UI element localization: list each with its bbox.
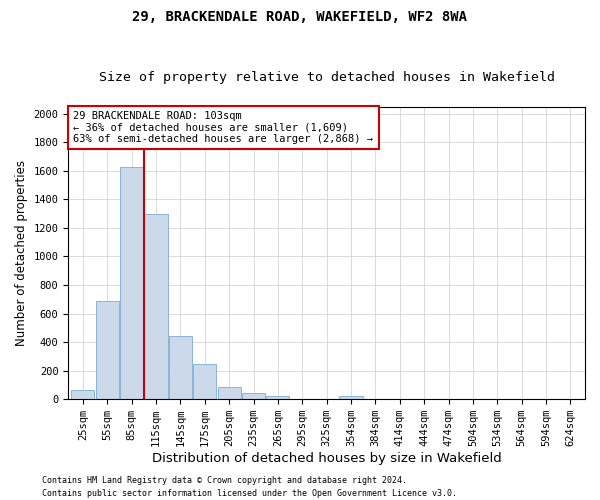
Bar	[120, 167, 143, 399]
Text: 29, BRACKENDALE ROAD, WAKEFIELD, WF2 8WA: 29, BRACKENDALE ROAD, WAKEFIELD, WF2 8WA	[133, 10, 467, 24]
Bar	[340, 396, 362, 399]
Bar	[95, 300, 119, 399]
Bar	[266, 396, 289, 399]
Bar	[242, 393, 265, 399]
Bar	[169, 336, 192, 399]
Y-axis label: Number of detached properties: Number of detached properties	[15, 160, 28, 346]
Bar	[145, 214, 167, 399]
X-axis label: Distribution of detached houses by size in Wakefield: Distribution of detached houses by size …	[152, 452, 502, 465]
Text: Contains HM Land Registry data © Crown copyright and database right 2024.
Contai: Contains HM Land Registry data © Crown c…	[42, 476, 457, 498]
Text: 29 BRACKENDALE ROAD: 103sqm
← 36% of detached houses are smaller (1,609)
63% of : 29 BRACKENDALE ROAD: 103sqm ← 36% of det…	[73, 111, 373, 144]
Bar	[71, 390, 94, 399]
Title: Size of property relative to detached houses in Wakefield: Size of property relative to detached ho…	[98, 72, 554, 85]
Bar	[193, 364, 217, 399]
Bar	[218, 387, 241, 399]
